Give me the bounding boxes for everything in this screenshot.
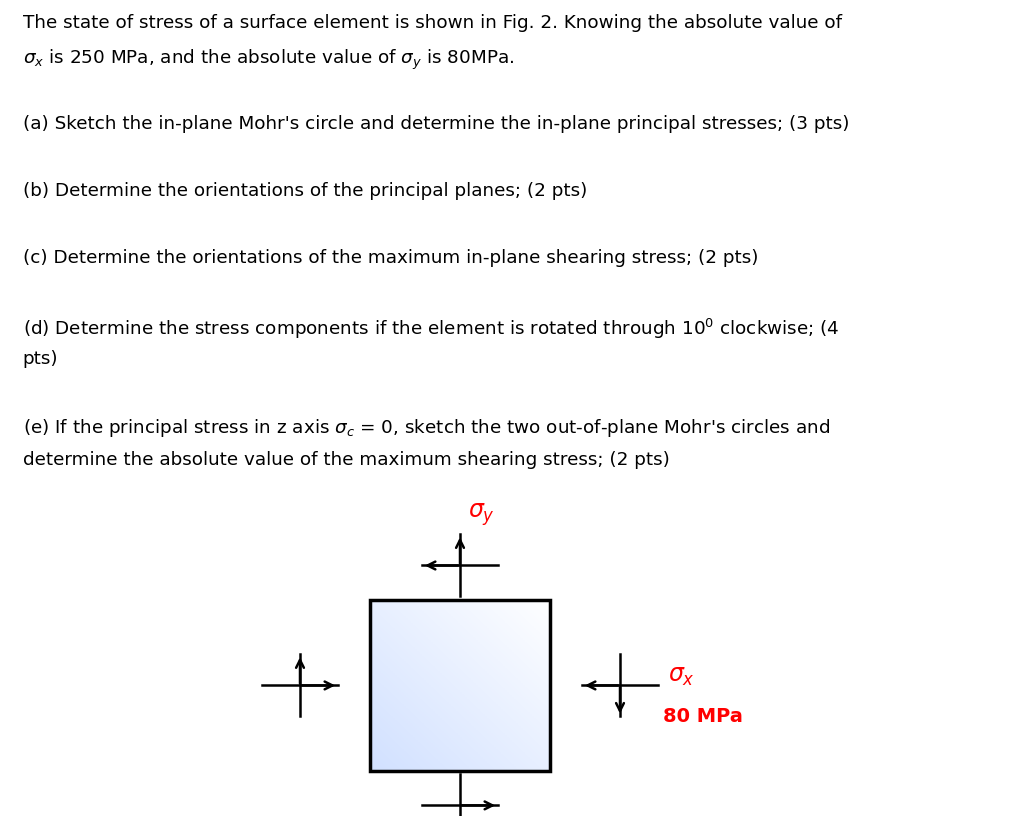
Text: pts): pts) <box>23 350 58 368</box>
Text: $\sigma_x$ is 250 MPa, and the absolute value of $\sigma_y$ is 80MPa.: $\sigma_x$ is 250 MPa, and the absolute … <box>23 48 514 72</box>
Text: determine the absolute value of the maximum shearing stress; (2 pts): determine the absolute value of the maxi… <box>23 451 670 469</box>
Text: (d) Determine the stress components if the element is rotated through 10$^0$ clo: (d) Determine the stress components if t… <box>23 317 839 341</box>
Text: $\sigma_y$: $\sigma_y$ <box>468 501 495 528</box>
Bar <box>370 600 550 771</box>
Text: $\sigma_x$: $\sigma_x$ <box>668 663 695 688</box>
Text: (e) If the principal stress in z axis $\sigma_c$ = 0, sketch the two out-of-plan: (e) If the principal stress in z axis $\… <box>23 418 829 440</box>
Text: (b) Determine the orientations of the principal planes; (2 pts): (b) Determine the orientations of the pr… <box>23 182 587 200</box>
Text: (a) Sketch the in-plane Mohr's circle and determine the in-plane principal stres: (a) Sketch the in-plane Mohr's circle an… <box>23 115 849 133</box>
Text: The state of stress of a surface element is shown in Fig. 2. Knowing the absolut: The state of stress of a surface element… <box>23 14 842 32</box>
Text: 80 MPa: 80 MPa <box>663 707 742 726</box>
Text: (c) Determine the orientations of the maximum in-plane shearing stress; (2 pts): (c) Determine the orientations of the ma… <box>23 250 758 268</box>
